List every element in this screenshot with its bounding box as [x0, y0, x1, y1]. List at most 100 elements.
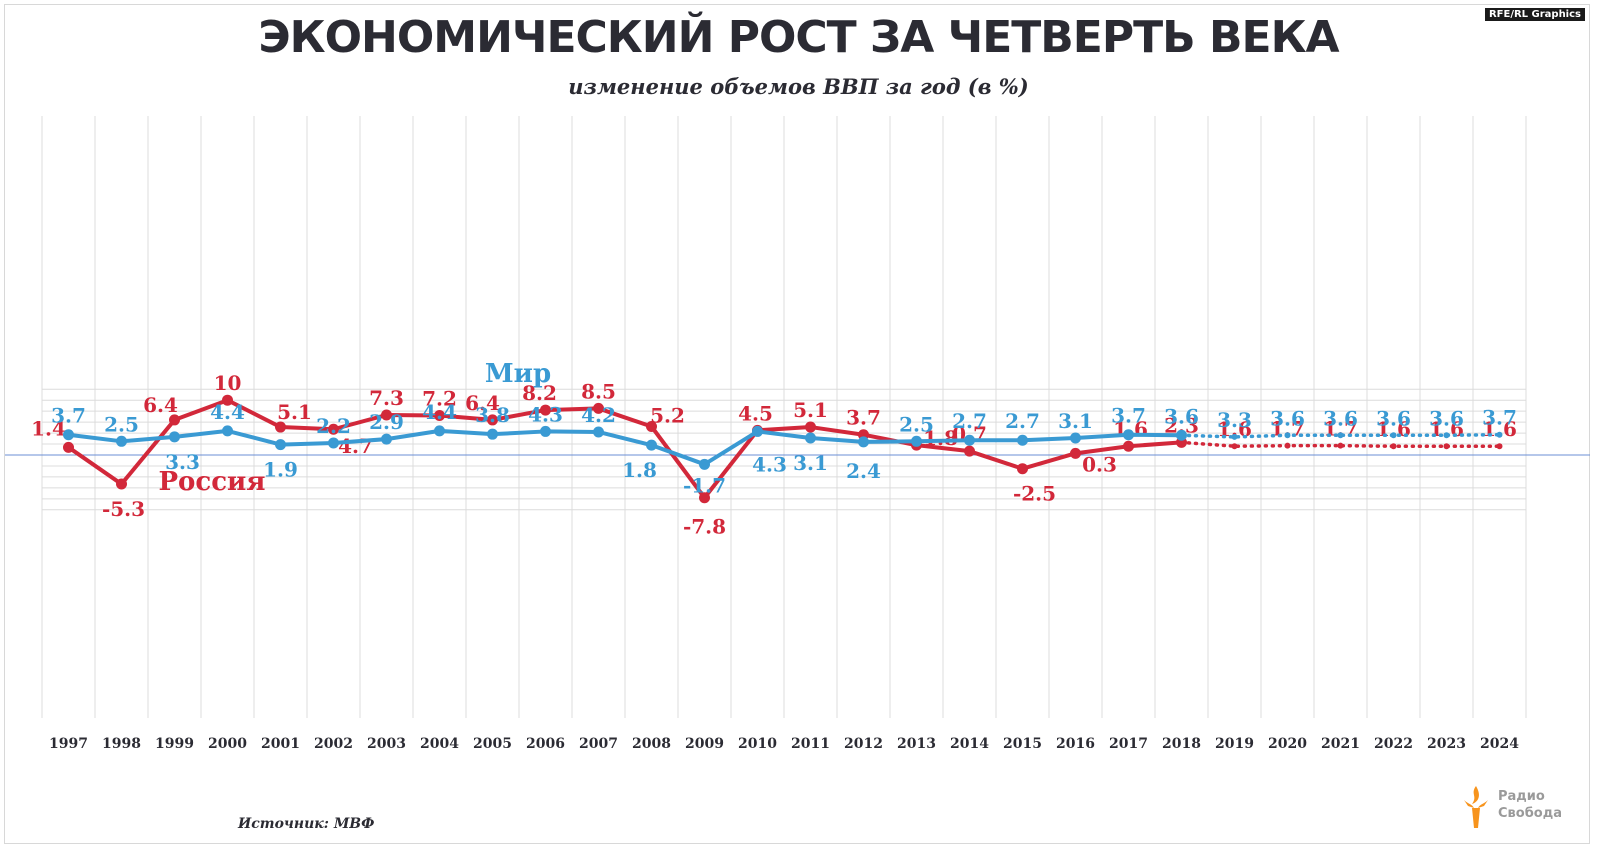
data-label: 3.7 [51, 404, 86, 428]
data-label: -1.7 [683, 473, 726, 497]
x-tick-label: 2012 [844, 736, 883, 752]
chart-title: ЭКОНОМИЧЕСКИЙ РОСТ ЗА ЧЕТВЕРТЬ ВЕКА [258, 12, 1339, 63]
data-point [646, 421, 657, 433]
data-label: 4.7 [338, 434, 373, 458]
data-point [222, 394, 233, 406]
torch-icon [1464, 786, 1488, 828]
data-label: 4.3 [528, 402, 563, 426]
data-label: 3.7 [846, 406, 881, 430]
data-point [1123, 429, 1134, 441]
data-label: 3.7 [1482, 406, 1517, 430]
series-name-label: Россия [158, 467, 265, 497]
chart-subtitle: изменение объемов ВВП за год (в %) [568, 74, 1029, 99]
x-tick-label: 1997 [49, 736, 88, 752]
source-note: Источник: МВФ [238, 816, 375, 832]
data-point [1496, 431, 1503, 438]
data-point [805, 432, 816, 444]
data-point [1284, 432, 1291, 439]
data-label: 5.1 [793, 398, 828, 422]
data-point [487, 428, 498, 440]
x-tick-label: 2011 [791, 736, 830, 752]
chart-frame [4, 4, 1590, 844]
data-label: 8.2 [522, 381, 557, 405]
data-label: -7.8 [683, 515, 726, 539]
data-label: 4.4 [210, 400, 245, 424]
data-point [434, 410, 445, 422]
data-label: 1.8 [622, 458, 657, 482]
data-point [964, 434, 975, 446]
data-label: 3.3 [1217, 408, 1252, 432]
data-point [752, 425, 763, 437]
x-tick-label: 2016 [1056, 736, 1095, 752]
x-tick-label: 2002 [314, 736, 353, 752]
x-tick-label: 2014 [950, 736, 989, 752]
data-label: 6.4 [465, 391, 500, 415]
data-point [1231, 433, 1238, 440]
data-point [1017, 463, 1028, 475]
data-label: 4.4 [422, 400, 457, 424]
data-point [911, 435, 922, 447]
data-label: 2.2 [316, 414, 351, 438]
x-tick-label: 2010 [738, 736, 777, 752]
data-point [434, 425, 445, 437]
x-tick-label: 2023 [1427, 736, 1466, 752]
data-point [1123, 440, 1134, 452]
data-point [1443, 432, 1450, 439]
x-tick-label: 2015 [1003, 736, 1042, 752]
x-tick-label: 2007 [579, 736, 618, 752]
data-label: 3.6 [1376, 406, 1411, 430]
data-label: 1.4 [31, 416, 66, 440]
data-point [116, 478, 127, 490]
data-label: 2.9 [369, 410, 404, 434]
data-point [1496, 443, 1503, 450]
data-point [699, 458, 710, 470]
data-point [1070, 432, 1081, 444]
x-tick-label: 2000 [208, 736, 247, 752]
data-label: 7.2 [422, 387, 457, 411]
data-point [540, 425, 551, 437]
x-tick-label: 1998 [102, 736, 141, 752]
data-label: 2.5 [899, 412, 934, 436]
data-label: 1.8 [923, 426, 958, 450]
data-label: 2.7 [1005, 409, 1040, 433]
data-point [1443, 443, 1450, 450]
data-point [1231, 443, 1238, 450]
data-label: 5.2 [650, 404, 685, 428]
data-label: -5.3 [102, 497, 145, 521]
logo-line-1: Радио [1498, 789, 1545, 804]
data-point [805, 421, 816, 433]
data-label: 4.5 [738, 401, 773, 425]
data-label: 3.1 [793, 451, 828, 475]
data-point [1390, 443, 1397, 450]
data-point [593, 426, 604, 438]
data-point [699, 492, 710, 504]
data-point [1337, 432, 1344, 439]
data-point [222, 425, 233, 437]
data-point [1176, 429, 1187, 441]
data-label: 2.4 [846, 459, 881, 483]
data-point [328, 423, 339, 435]
x-tick-label: 2021 [1321, 736, 1360, 752]
data-label: 3.6 [1323, 406, 1358, 430]
data-label: 2.7 [952, 409, 987, 433]
data-label: 3.6 [1164, 404, 1199, 428]
x-tick-label: 2003 [367, 736, 406, 752]
data-point [1017, 434, 1028, 446]
data-label: -2.5 [1013, 482, 1056, 506]
data-point [1284, 442, 1291, 449]
data-label: 5.1 [277, 400, 312, 424]
data-label: 6.4 [143, 393, 178, 417]
data-point [1070, 447, 1081, 459]
radio-svoboda-logo: Радио Свобода [1458, 782, 1578, 832]
x-tick-label: 2013 [897, 736, 936, 752]
x-tick-label: 2005 [473, 736, 512, 752]
x-tick-label: 2008 [632, 736, 671, 752]
data-point [328, 437, 339, 449]
data-point [275, 421, 286, 433]
x-tick-label: 2022 [1374, 736, 1413, 752]
data-point [1390, 432, 1397, 439]
data-point [487, 414, 498, 426]
series-line-Мир [68, 428, 1182, 467]
series-name-label: Мир [485, 359, 551, 389]
